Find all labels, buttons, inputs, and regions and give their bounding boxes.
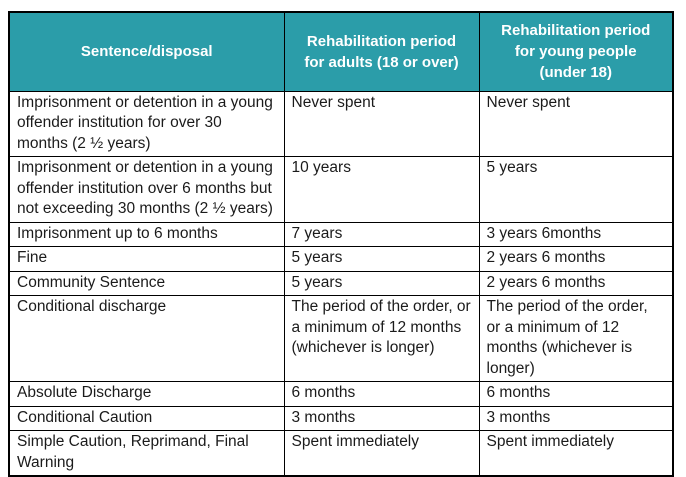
young-period-cell: Never spent [478, 90, 674, 157]
header-sentence-disposal: Sentence/disposal [8, 11, 285, 92]
adult-period-cell: 6 months [283, 381, 480, 407]
sentence-cell: Community Sentence [8, 270, 285, 296]
table-row: Community Sentence 5 years 2 years 6 mon… [8, 270, 674, 296]
adult-period-cell: 5 years [283, 246, 480, 272]
table-row: Imprisonment or detention in a young off… [8, 90, 674, 157]
young-period-cell: 2 years 6 months [478, 246, 674, 272]
sentence-cell: Simple Caution, Reprimand, Final Warning [8, 430, 285, 477]
adult-period-cell: Spent immediately [283, 430, 480, 477]
adult-period-cell: Never spent [283, 90, 480, 157]
adult-period-cell: 7 years [283, 221, 480, 247]
table-header: Sentence/disposal Rehabilitation period … [8, 11, 674, 92]
young-period-cell: 3 months [478, 405, 674, 431]
sentence-cell: Conditional discharge [8, 295, 285, 382]
sentence-cell: Imprisonment up to 6 months [8, 221, 285, 247]
header-rehab-young: Rehabilitation period for young people (… [478, 11, 674, 92]
sentence-cell: Fine [8, 246, 285, 272]
sentence-cell: Imprisonment or detention in a young off… [8, 156, 285, 223]
adult-period-cell: 10 years [283, 156, 480, 223]
young-period-cell: The period of the order, or a minimum of… [478, 295, 674, 382]
table-row: Simple Caution, Reprimand, Final Warning… [8, 430, 674, 477]
young-period-cell: 6 months [478, 381, 674, 407]
young-period-cell: 3 years 6months [478, 221, 674, 247]
table-row: Absolute Discharge 6 months 6 months [8, 381, 674, 407]
table-row: Imprisonment or detention in a young off… [8, 156, 674, 223]
table-row: Conditional Caution 3 months 3 months [8, 405, 674, 431]
document-page: Sentence/disposal Rehabilitation period … [8, 11, 674, 477]
header-row: Sentence/disposal Rehabilitation period … [8, 11, 674, 92]
rehabilitation-periods-table: Sentence/disposal Rehabilitation period … [8, 11, 674, 477]
young-period-cell: Spent immediately [478, 430, 674, 477]
sentence-cell: Imprisonment or detention in a young off… [8, 90, 285, 157]
header-rehab-adults: Rehabilitation period for adults (18 or … [283, 11, 480, 92]
adult-period-cell: The period of the order, or a minimum of… [283, 295, 480, 382]
sentence-cell: Conditional Caution [8, 405, 285, 431]
adult-period-cell: 3 months [283, 405, 480, 431]
young-period-cell: 2 years 6 months [478, 270, 674, 296]
table-row: Conditional discharge The period of the … [8, 295, 674, 382]
table-body: Imprisonment or detention in a young off… [8, 90, 674, 477]
adult-period-cell: 5 years [283, 270, 480, 296]
young-period-cell: 5 years [478, 156, 674, 223]
sentence-cell: Absolute Discharge [8, 381, 285, 407]
table-row: Fine 5 years 2 years 6 months [8, 246, 674, 272]
table-row: Imprisonment up to 6 months 7 years 3 ye… [8, 221, 674, 247]
